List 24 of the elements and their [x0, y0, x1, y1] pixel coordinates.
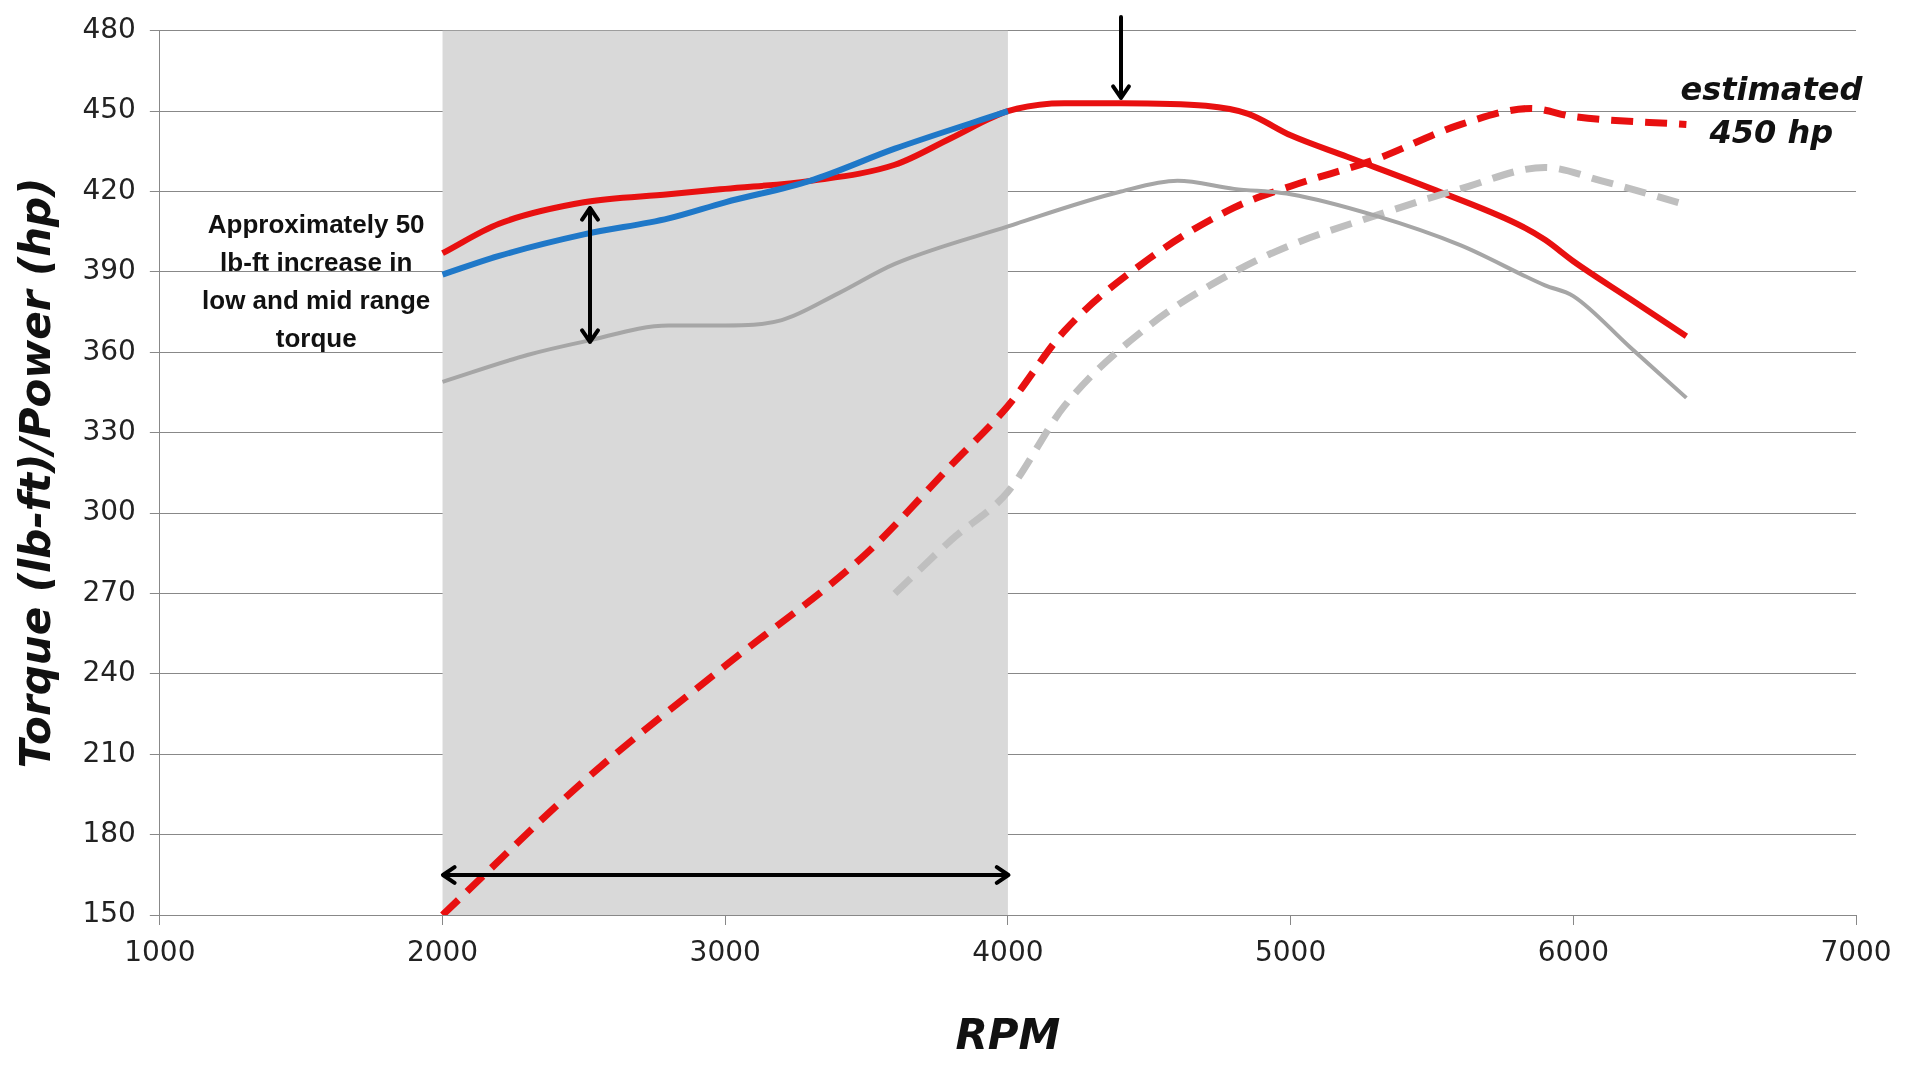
x-tick-label: 3000: [689, 935, 761, 969]
y-tick-label: 180: [82, 815, 136, 849]
x-tick-label: 5000: [1254, 935, 1327, 969]
x-tick-label: 2000: [406, 935, 479, 969]
y-tick-label: 150: [82, 896, 136, 930]
y-tick-label: 450: [82, 92, 136, 126]
y-tick-label: 210: [82, 735, 136, 769]
y-tick-label: 240: [82, 655, 136, 689]
y-tick-label: 270: [82, 574, 136, 608]
x-tick-label: 1000: [124, 935, 196, 969]
y-tick-label: 300: [82, 494, 136, 528]
x-axis-title: RPM: [955, 1009, 1061, 1059]
y-tick-label: 390: [82, 253, 136, 287]
x-tick-label: 4000: [972, 935, 1044, 969]
annotation: estimated 450 hp: [1680, 69, 1864, 151]
x-tick-label: 6000: [1537, 935, 1609, 969]
annotation: Approximately 50 lb-ft increase in low and mid range torque: [202, 209, 431, 354]
x-tick-label: 7000: [1820, 935, 1892, 969]
line-series: [440, 178, 1689, 400]
y-tick-label: 360: [82, 333, 136, 367]
y-tick-label: 480: [82, 12, 136, 46]
y-tick-label: 420: [82, 172, 136, 206]
y-axis-title: Torque (lb-ft)/Power (hp): [11, 177, 61, 769]
y-tick-label: 330: [82, 413, 136, 447]
